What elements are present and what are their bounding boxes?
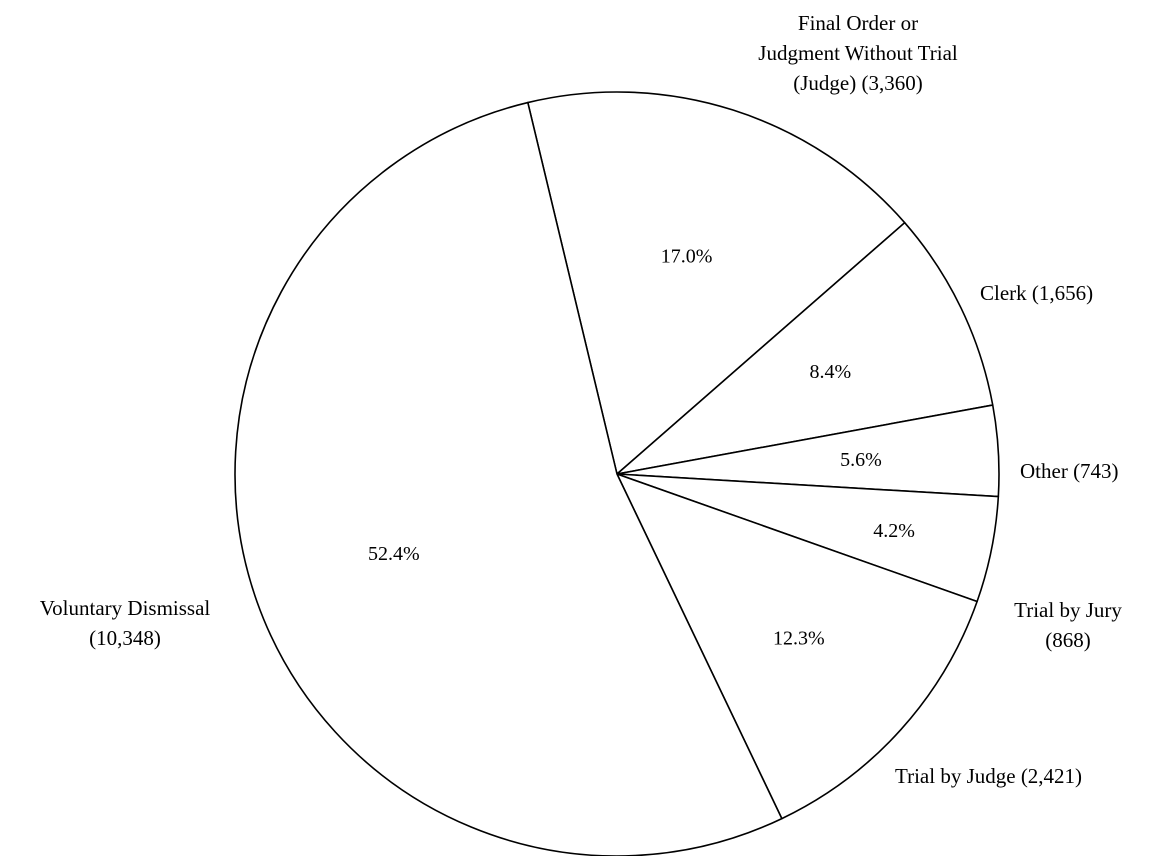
category-label-line: Trial by Jury [1014, 598, 1122, 622]
category-label-2: Clerk (1,656) [980, 281, 1093, 305]
percent-label-5: 12.3% [773, 628, 825, 650]
percent-labels: 17.0% 8.4% 5.6% 4.2% 12.3% 52.4% [368, 246, 915, 650]
category-label-line: (868) [1045, 628, 1091, 652]
category-label-3: Other (743) [1020, 459, 1119, 483]
category-label-line: Voluntary Dismissal [40, 596, 211, 620]
percent-label-2: 8.4% [809, 361, 851, 383]
pie-slice-5 [616, 473, 978, 820]
category-label-line: Final Order or [798, 11, 918, 35]
category-label-line: (10,348) [89, 626, 161, 650]
category-label-5: Trial by Judge (2,421) [895, 764, 1082, 788]
category-label-6: Voluntary Dismissal (10,348) [40, 596, 211, 650]
percent-label-4: 4.2% [873, 520, 915, 542]
category-label-line: Trial by Judge (2,421) [895, 764, 1082, 788]
category-label-line: Judgment Without Trial [758, 41, 958, 65]
category-label-4: Trial by Jury (868) [1014, 598, 1122, 652]
category-label-1: Final Order or Judgment Without Trial (Jud… [758, 11, 958, 95]
category-labels: Final Order or Judgment Without Trial (Jud… [40, 11, 1123, 788]
percent-label-1: 17.0% [661, 246, 713, 268]
pie-slices [234, 91, 1000, 856]
pie-slice-6 [234, 101, 783, 856]
percent-label-6: 52.4% [368, 543, 420, 565]
percent-label-3: 5.6% [840, 449, 882, 471]
pie-slice-2 [616, 221, 994, 475]
category-label-line: Clerk (1,656) [980, 281, 1093, 305]
category-label-line: Other (743) [1020, 459, 1119, 483]
pie-slice-1 [527, 91, 906, 475]
category-label-line: (Judge) (3,360) [793, 71, 922, 95]
